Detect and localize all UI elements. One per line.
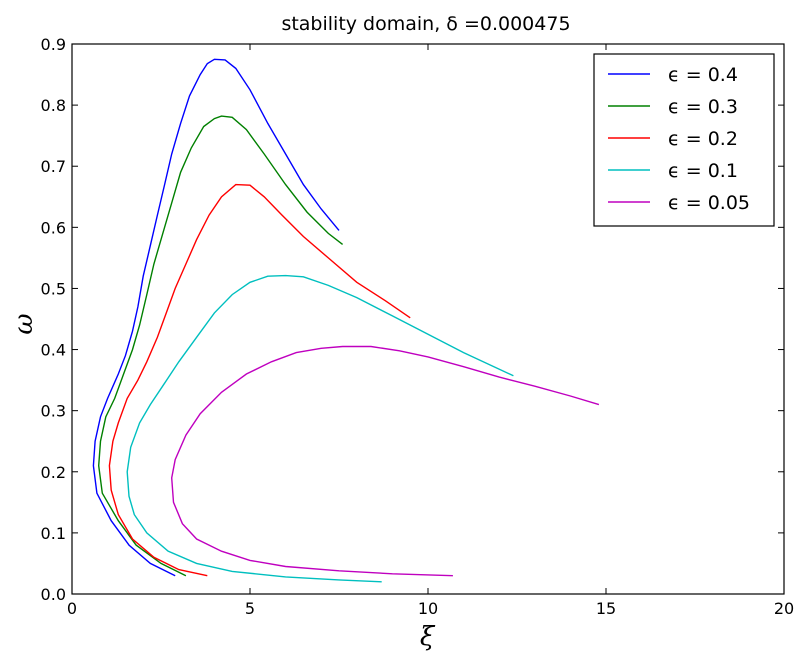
x-tick-label: 5	[245, 599, 255, 618]
y-tick-label: 0.6	[41, 218, 66, 237]
y-tick-label: 0.9	[41, 35, 66, 54]
series-line-3	[126, 274, 514, 583]
x-tick-label: 0	[67, 599, 77, 618]
y-axis-label: ω	[9, 313, 39, 334]
y-tick-label: 0.1	[41, 524, 66, 543]
legend-box	[593, 53, 775, 227]
legend-label: ϵ = 0.2	[668, 128, 738, 150]
legend: ϵ = 0.4 ϵ = 0.3 ϵ = 0.2 ϵ = 0.1 ϵ = 0.05	[593, 53, 775, 227]
legend-label: ϵ = 0.4	[668, 64, 738, 86]
x-tick-label: 15	[596, 599, 616, 618]
plot-area	[92, 58, 600, 583]
x-axis: 0 5 10 15 20	[67, 44, 794, 618]
legend-label: ϵ = 0.1	[668, 160, 738, 182]
legend-label: ϵ = 0.05	[668, 192, 750, 214]
y-tick-label: 0.0	[41, 585, 66, 604]
y-axis: 0.0 0.1 0.2 0.3 0.4 0.5 0.6 0.7 0.8 0.9	[41, 35, 784, 604]
x-axis-label: ξ	[420, 622, 436, 652]
series-line-2	[108, 183, 411, 577]
y-tick-label: 0.2	[41, 463, 66, 482]
y-tick-label: 0.3	[41, 402, 66, 421]
x-tick-label: 20	[774, 599, 794, 618]
series-line-1	[97, 115, 344, 577]
y-tick-label: 0.8	[41, 96, 66, 115]
series-line-0	[92, 58, 340, 577]
legend-label: ϵ = 0.3	[668, 96, 738, 118]
series-line-4	[170, 345, 600, 577]
y-tick-label: 0.5	[41, 279, 66, 298]
y-tick-label: 0.4	[41, 341, 66, 360]
x-tick-label: 10	[418, 599, 438, 618]
y-tick-label: 0.7	[41, 157, 66, 176]
chart-title: stability domain, δ =0.000475	[281, 13, 570, 35]
